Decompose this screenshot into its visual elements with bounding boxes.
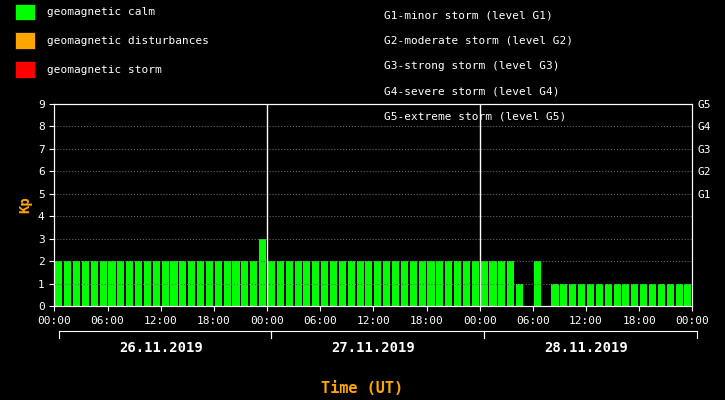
Bar bbox=[516, 284, 523, 306]
Bar bbox=[321, 261, 328, 306]
Bar bbox=[99, 261, 107, 306]
Bar bbox=[418, 261, 426, 306]
Bar bbox=[73, 261, 80, 306]
Bar bbox=[215, 261, 222, 306]
Bar bbox=[286, 261, 293, 306]
Text: G2-moderate storm (level G2): G2-moderate storm (level G2) bbox=[384, 35, 573, 45]
Bar bbox=[622, 284, 629, 306]
Bar bbox=[428, 261, 434, 306]
Bar bbox=[277, 261, 284, 306]
Bar bbox=[135, 261, 142, 306]
Bar bbox=[330, 261, 337, 306]
Bar bbox=[144, 261, 151, 306]
Bar bbox=[401, 261, 408, 306]
Bar bbox=[117, 261, 125, 306]
Bar bbox=[587, 284, 594, 306]
Bar bbox=[268, 261, 275, 306]
Bar bbox=[206, 261, 213, 306]
Bar bbox=[365, 261, 373, 306]
Bar bbox=[445, 261, 452, 306]
Bar bbox=[605, 284, 612, 306]
Text: geomagnetic storm: geomagnetic storm bbox=[47, 65, 162, 74]
Bar bbox=[649, 284, 656, 306]
Bar bbox=[303, 261, 310, 306]
Bar bbox=[383, 261, 390, 306]
Bar bbox=[374, 261, 381, 306]
Bar bbox=[489, 261, 497, 306]
Bar bbox=[64, 261, 71, 306]
Bar bbox=[259, 239, 266, 306]
Bar bbox=[676, 284, 683, 306]
Bar bbox=[197, 261, 204, 306]
Bar bbox=[560, 284, 568, 306]
Bar bbox=[223, 261, 231, 306]
Bar bbox=[507, 261, 514, 306]
Bar bbox=[534, 261, 541, 306]
Y-axis label: Kp: Kp bbox=[18, 197, 33, 213]
Bar bbox=[82, 261, 89, 306]
Bar bbox=[55, 261, 62, 306]
Text: geomagnetic disturbances: geomagnetic disturbances bbox=[47, 36, 209, 46]
Bar bbox=[250, 261, 257, 306]
Bar bbox=[294, 261, 302, 306]
Bar bbox=[640, 284, 647, 306]
Bar bbox=[472, 261, 478, 306]
Text: 26.11.2019: 26.11.2019 bbox=[119, 341, 202, 355]
Bar bbox=[667, 284, 674, 306]
Bar bbox=[153, 261, 160, 306]
Bar bbox=[179, 261, 186, 306]
Bar bbox=[109, 261, 115, 306]
Text: G3-strong storm (level G3): G3-strong storm (level G3) bbox=[384, 61, 560, 71]
Bar bbox=[357, 261, 364, 306]
Bar bbox=[481, 261, 488, 306]
Bar bbox=[463, 261, 470, 306]
Bar bbox=[348, 261, 355, 306]
Bar bbox=[312, 261, 319, 306]
Text: G1-minor storm (level G1): G1-minor storm (level G1) bbox=[384, 10, 553, 20]
Bar bbox=[454, 261, 461, 306]
Text: 27.11.2019: 27.11.2019 bbox=[331, 341, 415, 355]
Bar bbox=[170, 261, 178, 306]
Bar bbox=[631, 284, 638, 306]
Bar bbox=[596, 284, 603, 306]
Text: Time (UT): Time (UT) bbox=[321, 381, 404, 396]
Bar bbox=[578, 284, 585, 306]
Text: geomagnetic calm: geomagnetic calm bbox=[47, 7, 155, 17]
Bar bbox=[91, 261, 98, 306]
Bar bbox=[552, 284, 558, 306]
Bar bbox=[684, 284, 692, 306]
Text: G5-extreme storm (level G5): G5-extreme storm (level G5) bbox=[384, 111, 566, 121]
Bar bbox=[188, 261, 195, 306]
Bar bbox=[241, 261, 249, 306]
Bar bbox=[126, 261, 133, 306]
Bar bbox=[436, 261, 444, 306]
Bar bbox=[339, 261, 346, 306]
Bar bbox=[658, 284, 665, 306]
Bar bbox=[613, 284, 621, 306]
Bar bbox=[498, 261, 505, 306]
Text: G4-severe storm (level G4): G4-severe storm (level G4) bbox=[384, 86, 560, 96]
Text: 28.11.2019: 28.11.2019 bbox=[544, 341, 628, 355]
Bar bbox=[233, 261, 239, 306]
Bar bbox=[392, 261, 399, 306]
Bar bbox=[410, 261, 417, 306]
Bar bbox=[569, 284, 576, 306]
Bar bbox=[162, 261, 169, 306]
